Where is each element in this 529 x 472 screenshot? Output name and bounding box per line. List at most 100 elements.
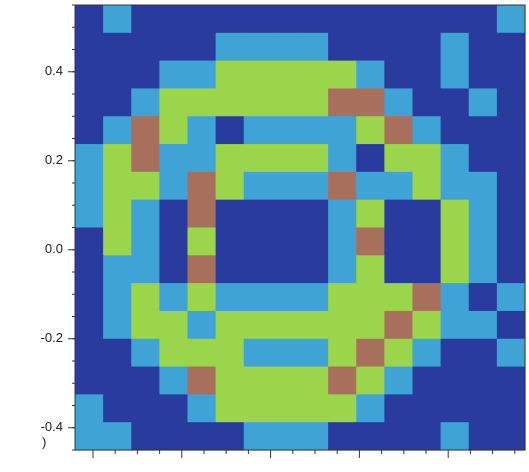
heatmap-cell <box>159 116 189 145</box>
heatmap-cell <box>496 310 526 340</box>
heatmap-cell <box>468 199 498 229</box>
heatmap-cell <box>328 88 357 117</box>
heatmap-cell <box>159 366 189 395</box>
heatmap-cell <box>468 5 498 34</box>
heatmap-cell <box>440 144 470 173</box>
heatmap-cell <box>159 5 189 34</box>
heatmap-cell <box>468 144 498 173</box>
heatmap-cell <box>468 88 498 117</box>
heatmap-cell <box>159 88 189 117</box>
heatmap-cell <box>159 171 189 201</box>
heatmap-cell <box>356 199 385 229</box>
heatmap-cell <box>271 283 301 312</box>
heatmap-cell <box>412 60 442 90</box>
heatmap-cell <box>356 338 385 368</box>
heatmap-cell <box>187 227 217 256</box>
heatmap-cell <box>384 199 414 229</box>
heatmap-cell <box>271 116 301 145</box>
heatmap-cell <box>300 60 329 90</box>
heatmap-cell <box>243 255 273 284</box>
heatmap-cell <box>496 338 526 368</box>
axis-label-fragment: ) <box>42 434 46 449</box>
heatmap-cell <box>215 88 245 117</box>
heatmap-cell <box>215 394 245 423</box>
heatmap-cell <box>496 5 526 34</box>
heatmap-cell <box>328 5 357 34</box>
y-tick-label: -0.2 <box>41 330 63 345</box>
heatmap-cell <box>440 366 470 395</box>
heatmap-cell <box>328 199 357 229</box>
heatmap-cell <box>131 227 160 256</box>
heatmap-cell <box>496 394 526 423</box>
heatmap-cell <box>103 310 132 340</box>
heatmap-cell <box>75 310 104 340</box>
heatmap-cell <box>159 199 189 229</box>
heatmap-cell <box>384 144 414 173</box>
heatmap-cell <box>300 5 329 34</box>
heatmap-cell <box>356 255 385 284</box>
heatmap-cell <box>328 171 357 201</box>
heatmap-cell <box>412 283 442 312</box>
heatmap-cell <box>440 310 470 340</box>
heatmap-cell <box>103 422 132 451</box>
heatmap-cell <box>215 60 245 90</box>
heatmap-cell <box>159 310 189 340</box>
heatmap-cell <box>271 32 301 62</box>
heatmap-cell <box>75 88 104 117</box>
heatmap-cell <box>384 310 414 340</box>
heatmap-cell <box>103 227 132 256</box>
heatmap-cell <box>159 60 189 90</box>
heatmap-cell <box>384 422 414 451</box>
heatmap-cell <box>356 227 385 256</box>
heatmap-cell <box>243 60 273 90</box>
heatmap-cell <box>271 144 301 173</box>
heatmap-cell <box>384 366 414 395</box>
heatmap-cell <box>103 199 132 229</box>
heatmap-cell <box>300 310 329 340</box>
heatmap-cell <box>187 338 217 368</box>
heatmap-cell <box>328 227 357 256</box>
heatmap-cell <box>75 338 104 368</box>
heatmap-cells <box>75 5 526 451</box>
heatmap-cell <box>300 144 329 173</box>
heatmap-cell <box>243 422 273 451</box>
heatmap-cell <box>243 199 273 229</box>
heatmap-cell <box>187 199 217 229</box>
heatmap-cell <box>440 255 470 284</box>
heatmap-cell <box>159 227 189 256</box>
heatmap-cell <box>412 144 442 173</box>
heatmap-cell <box>271 88 301 117</box>
heatmap-cell <box>328 144 357 173</box>
heatmap-cell <box>412 255 442 284</box>
y-tick-label: 0.4 <box>45 63 63 78</box>
heatmap-cell <box>496 32 526 62</box>
heatmap-cell <box>187 366 217 395</box>
heatmap-cell <box>271 5 301 34</box>
heatmap-cell <box>328 255 357 284</box>
heatmap-cell <box>75 144 104 173</box>
heatmap-cell <box>131 255 160 284</box>
heatmap-cell <box>271 366 301 395</box>
heatmap-cell <box>468 310 498 340</box>
heatmap-cell <box>271 60 301 90</box>
heatmap-cell <box>356 88 385 117</box>
heatmap-cell <box>328 310 357 340</box>
heatmap-cell <box>496 144 526 173</box>
heatmap-cell <box>384 283 414 312</box>
heatmap-cell <box>131 144 160 173</box>
y-tick-label: -0.4 <box>41 419 63 434</box>
heatmap-cell <box>496 116 526 145</box>
heatmap-cell <box>187 283 217 312</box>
heatmap-cell <box>75 199 104 229</box>
heatmap-cell <box>131 338 160 368</box>
heatmap-cell <box>468 227 498 256</box>
heatmap-cell <box>440 116 470 145</box>
heatmap-cell <box>412 171 442 201</box>
heatmap-cell <box>384 88 414 117</box>
heatmap-cell <box>468 394 498 423</box>
heatmap-cell <box>215 32 245 62</box>
heatmap-cell <box>243 283 273 312</box>
heatmap-cell <box>103 60 132 90</box>
heatmap-cell <box>328 338 357 368</box>
